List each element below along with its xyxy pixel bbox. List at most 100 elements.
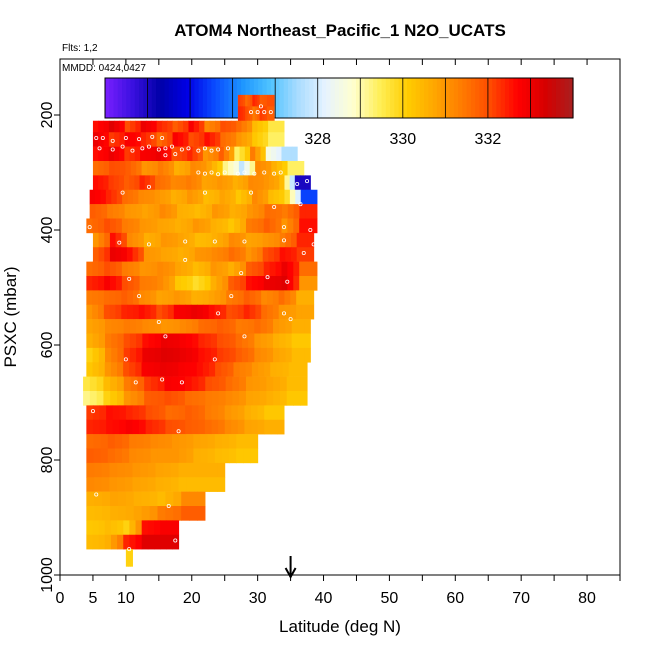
heatmap-cell xyxy=(209,462,218,478)
heatmap-cell xyxy=(98,247,105,262)
heatmap-cell xyxy=(127,261,135,277)
heatmap-cell xyxy=(249,290,256,306)
heatmap-cell xyxy=(132,419,140,435)
heatmap-cell xyxy=(108,175,115,191)
heatmap-cell xyxy=(142,333,150,349)
heatmap-cell xyxy=(217,477,226,492)
chart-title: ATOM4 Northeast_Pacific_1 N2O_UCATS xyxy=(174,21,506,40)
heatmap-cell xyxy=(108,146,115,162)
sample-point xyxy=(249,190,254,195)
heatmap-cell xyxy=(124,120,131,133)
heatmap-cell xyxy=(202,304,210,320)
heatmap-cell xyxy=(122,434,130,449)
heatmap-cell xyxy=(197,506,206,521)
heatmap-cell xyxy=(166,247,173,262)
heatmap-cell xyxy=(251,362,259,377)
heatmap-cell xyxy=(183,120,189,133)
heatmap-cell xyxy=(115,290,122,306)
sample-point xyxy=(301,250,306,255)
sample-point xyxy=(308,227,313,232)
heatmap-cell xyxy=(249,94,253,107)
heatmap-cell xyxy=(296,290,303,306)
heatmap-cell xyxy=(206,232,213,248)
heatmap-cell xyxy=(223,146,230,162)
heatmap-cell xyxy=(138,232,145,248)
colorbar-swatch xyxy=(407,78,412,118)
heatmap-cell xyxy=(219,189,226,205)
heatmap-cell xyxy=(279,189,285,205)
heatmap-cell xyxy=(170,175,177,191)
heatmap-cell xyxy=(200,204,207,219)
heatmap-cell xyxy=(143,434,152,449)
colorbar-swatch xyxy=(492,78,498,118)
heatmap-cell xyxy=(153,362,161,377)
heatmap-cell xyxy=(271,161,278,176)
colorbar-swatch xyxy=(521,78,527,118)
heatmap-cell xyxy=(191,290,198,306)
sample-point xyxy=(186,146,191,151)
heatmap-cell xyxy=(92,232,100,248)
heatmap-cell xyxy=(241,204,248,219)
colorbar-swatch xyxy=(190,78,195,118)
heatmap-cell xyxy=(210,347,218,363)
heatmap-cell xyxy=(119,419,127,435)
heatmap-cell xyxy=(275,261,282,277)
heatmap-cell xyxy=(276,146,282,162)
heatmap-cell xyxy=(236,132,243,147)
heatmap-cell xyxy=(144,175,151,191)
colorbar-swatch xyxy=(364,78,370,118)
heatmap-cell xyxy=(132,189,139,205)
heatmap-cell xyxy=(126,247,134,262)
heatmap-cell xyxy=(301,304,309,320)
heatmap-cell xyxy=(124,477,133,492)
heatmap-cell xyxy=(234,146,241,162)
heatmap-cell xyxy=(173,506,182,521)
heatmap-cell xyxy=(100,448,109,464)
colorbar-swatch xyxy=(432,78,438,118)
heatmap-cell xyxy=(265,146,272,162)
sample-point xyxy=(156,319,161,324)
latitude-marker-arrow xyxy=(284,556,297,580)
heatmap-cell xyxy=(234,247,241,262)
heatmap-cell xyxy=(251,218,259,234)
heatmap-cell xyxy=(194,204,201,219)
heatmap-cell xyxy=(220,120,227,133)
heatmap-cell xyxy=(150,376,159,392)
heatmap-cell xyxy=(89,204,96,219)
heatmap-cell xyxy=(191,376,199,392)
sample-point xyxy=(133,380,138,385)
colorbar-swatch xyxy=(526,78,532,118)
heatmap-cell xyxy=(291,333,299,349)
heatmap-cell xyxy=(266,333,274,349)
heatmap-cell xyxy=(251,405,259,421)
heatmap-cell xyxy=(119,132,126,147)
colorbar-swatch xyxy=(466,78,472,118)
heatmap-cell xyxy=(243,304,251,320)
heatmap-cell xyxy=(98,276,105,291)
heatmap-cell xyxy=(160,189,166,205)
heatmap-cell xyxy=(101,204,108,219)
heatmap-cell xyxy=(210,276,217,291)
heatmap-cell xyxy=(86,333,94,349)
heatmap-cell xyxy=(272,290,280,306)
heatmap-cell xyxy=(229,146,235,162)
sample-point xyxy=(110,138,115,143)
heatmap-cell xyxy=(145,419,153,435)
heatmap-cell xyxy=(235,319,243,334)
heatmap-cell xyxy=(291,347,299,363)
heatmap-cell xyxy=(304,319,311,334)
heatmap-cell xyxy=(107,204,114,219)
heatmap-cell xyxy=(296,232,303,248)
heatmap-cell xyxy=(115,218,123,234)
heatmap-cell xyxy=(157,218,164,234)
heatmap-cell xyxy=(257,218,265,234)
colorbar-swatch xyxy=(283,78,289,118)
x-tick-label: 80 xyxy=(578,590,596,607)
sample-point xyxy=(212,239,217,244)
sample-point xyxy=(242,334,247,339)
heatmap-cell xyxy=(295,189,302,205)
heatmap-cell xyxy=(156,304,163,320)
heatmap-cell xyxy=(213,146,220,162)
heatmap-cell xyxy=(259,106,263,122)
heatmap-cell xyxy=(229,347,237,363)
